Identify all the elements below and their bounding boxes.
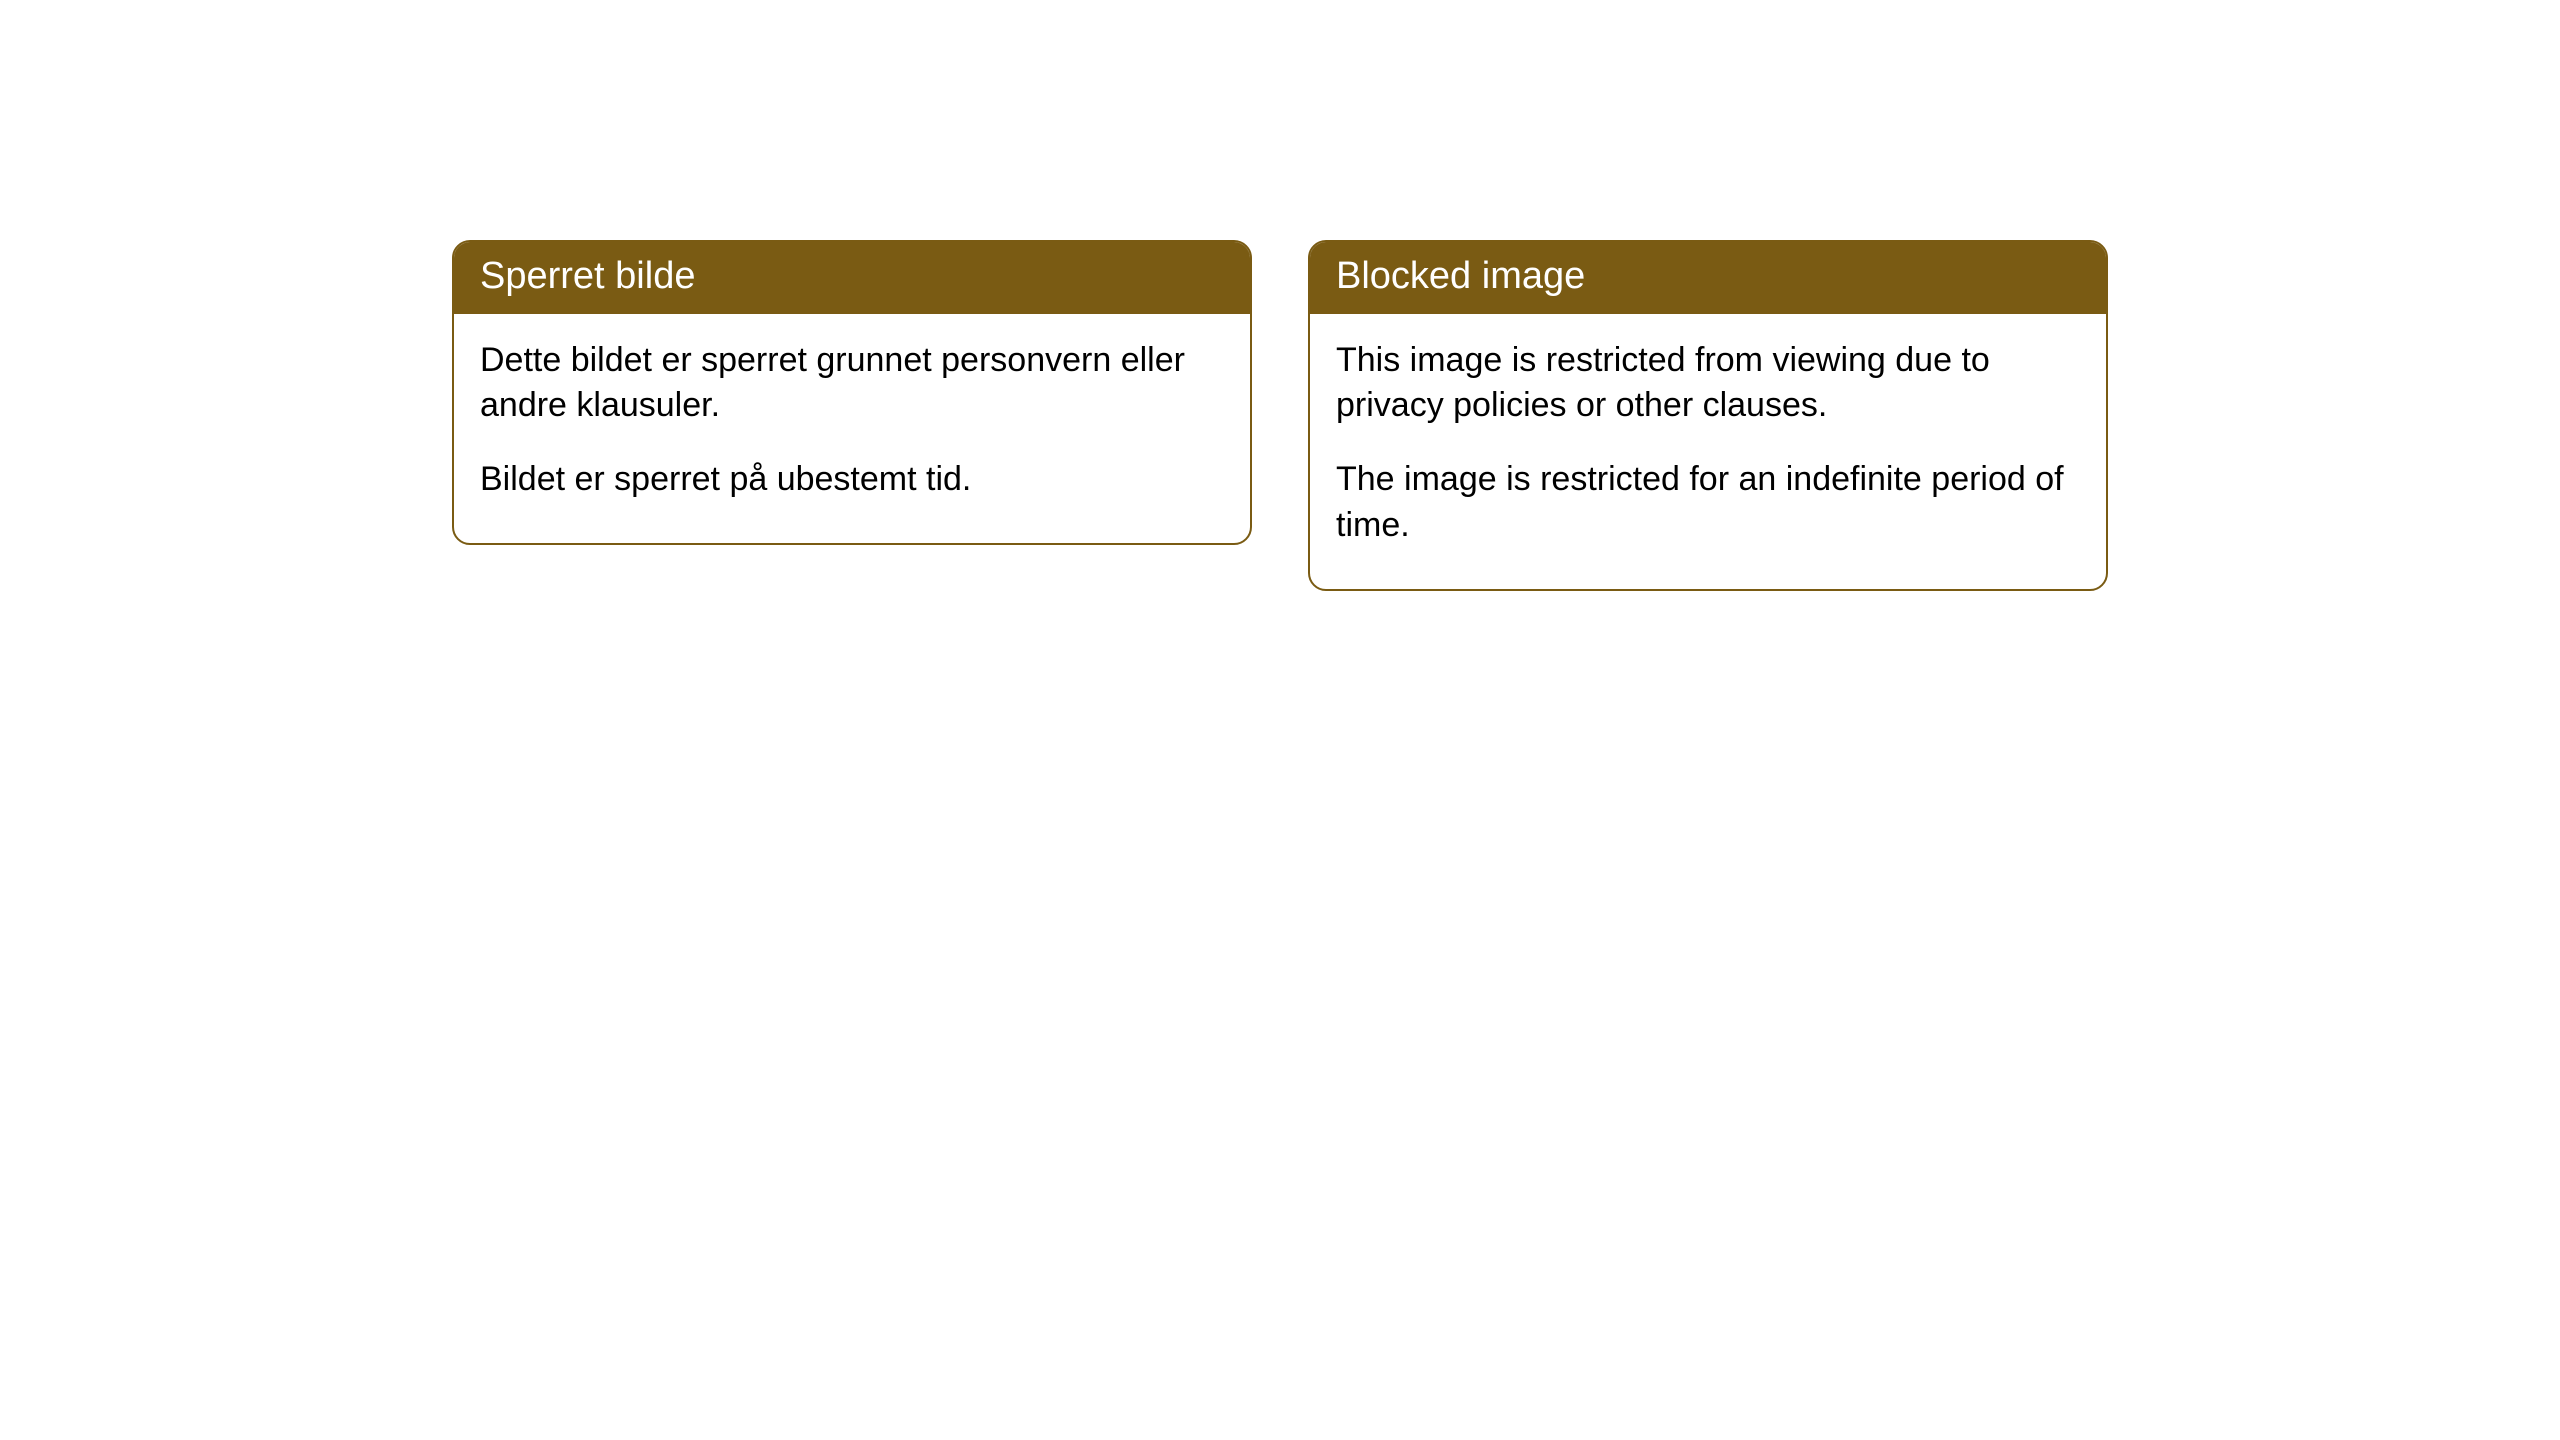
- notice-cards-container: Sperret bilde Dette bildet er sperret gr…: [452, 240, 2108, 1440]
- card-header: Blocked image: [1310, 242, 2106, 314]
- notice-paragraph-1: This image is restricted from viewing du…: [1336, 338, 2080, 430]
- notice-card-english: Blocked image This image is restricted f…: [1308, 240, 2108, 591]
- notice-card-norwegian: Sperret bilde Dette bildet er sperret gr…: [452, 240, 1252, 545]
- card-header: Sperret bilde: [454, 242, 1250, 314]
- card-body: This image is restricted from viewing du…: [1310, 314, 2106, 590]
- notice-paragraph-2: The image is restricted for an indefinit…: [1336, 457, 2080, 549]
- notice-paragraph-1: Dette bildet er sperret grunnet personve…: [480, 338, 1224, 430]
- card-body: Dette bildet er sperret grunnet personve…: [454, 314, 1250, 544]
- notice-paragraph-2: Bildet er sperret på ubestemt tid.: [480, 457, 1224, 503]
